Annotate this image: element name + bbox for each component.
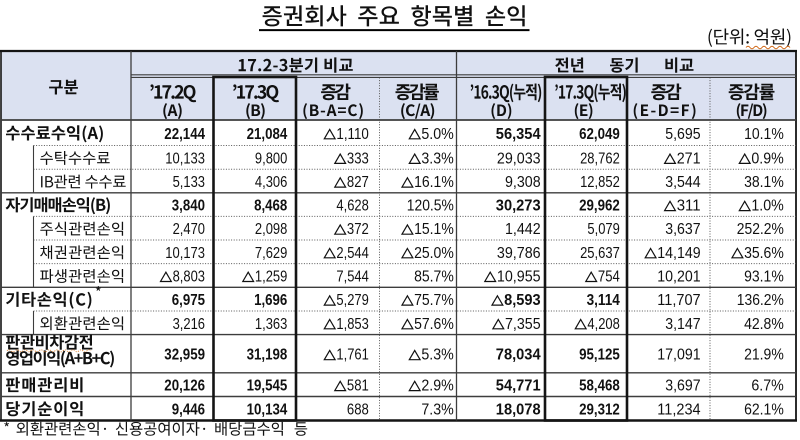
- svg-text:6.7%: 6.7%: [751, 378, 783, 395]
- svg-text:8,468: 8,468: [254, 198, 287, 215]
- svg-text:28,762: 28,762: [580, 150, 620, 167]
- svg-text:3.3%: 3.3%: [421, 150, 453, 167]
- svg-text:35.6%: 35.6%: [744, 245, 784, 262]
- svg-text:75.7%: 75.7%: [414, 292, 454, 309]
- svg-text:16.1%: 16.1%: [414, 174, 454, 191]
- svg-text:5,133: 5,133: [173, 174, 206, 191]
- svg-text:29,962: 29,962: [579, 198, 620, 215]
- svg-text:17,091: 17,091: [657, 347, 700, 364]
- svg-text:3,697: 3,697: [665, 378, 700, 395]
- svg-text:10,955: 10,955: [497, 269, 541, 286]
- svg-text:4,628: 4,628: [336, 198, 369, 215]
- svg-text:252.2%: 252.2%: [737, 221, 784, 238]
- svg-text:22,144: 22,144: [164, 126, 205, 143]
- svg-text:39,786: 39,786: [497, 245, 541, 262]
- svg-text:10,134: 10,134: [247, 402, 288, 419]
- svg-text:9,308: 9,308: [505, 174, 541, 191]
- svg-text:25.0%: 25.0%: [414, 245, 454, 262]
- svg-text:136.2%: 136.2%: [737, 292, 784, 309]
- svg-text:2.9%: 2.9%: [421, 378, 453, 395]
- svg-text:14,149: 14,149: [657, 245, 700, 262]
- svg-text:4,208: 4,208: [587, 316, 620, 333]
- svg-text:9,800: 9,800: [255, 150, 288, 167]
- svg-text:10.1%: 10.1%: [744, 126, 784, 143]
- svg-text:25,637: 25,637: [580, 245, 620, 262]
- svg-text:18,078: 18,078: [496, 402, 541, 419]
- svg-text:3,840: 3,840: [172, 198, 205, 215]
- svg-text:311: 311: [677, 198, 701, 215]
- svg-text:21.9%: 21.9%: [744, 347, 784, 364]
- svg-text:78,034: 78,034: [496, 347, 541, 364]
- svg-text:21,084: 21,084: [247, 126, 288, 143]
- svg-text:8,593: 8,593: [504, 292, 541, 309]
- svg-text:4,306: 4,306: [255, 174, 288, 191]
- svg-text:333: 333: [347, 150, 369, 167]
- svg-text:11,234: 11,234: [657, 402, 700, 419]
- svg-text:3,147: 3,147: [665, 316, 700, 333]
- svg-text:9,446: 9,446: [172, 402, 205, 419]
- svg-text:1,853: 1,853: [336, 316, 369, 333]
- svg-text:93.1%: 93.1%: [744, 269, 784, 286]
- svg-text:15.1%: 15.1%: [414, 221, 454, 238]
- svg-text:5,279: 5,279: [336, 292, 369, 309]
- svg-text:2,098: 2,098: [255, 221, 288, 238]
- svg-text:1,696: 1,696: [254, 292, 287, 309]
- svg-text:581: 581: [347, 378, 369, 395]
- svg-text:7,629: 7,629: [255, 245, 288, 262]
- svg-text:58,468: 58,468: [579, 378, 620, 395]
- svg-text:62,049: 62,049: [579, 126, 620, 143]
- svg-text:85.7%: 85.7%: [414, 269, 454, 286]
- svg-text:29,312: 29,312: [579, 402, 620, 419]
- svg-text:688: 688: [347, 402, 369, 419]
- svg-text:32,959: 32,959: [164, 347, 205, 364]
- svg-text:5.0%: 5.0%: [421, 126, 453, 143]
- svg-text:1,442: 1,442: [505, 221, 541, 238]
- svg-text:10,173: 10,173: [165, 245, 205, 262]
- svg-text:95,125: 95,125: [579, 347, 620, 364]
- svg-text:372: 372: [347, 221, 369, 238]
- svg-text:56,354: 56,354: [496, 126, 541, 143]
- svg-text:5,695: 5,695: [665, 126, 700, 143]
- svg-text:5,079: 5,079: [587, 221, 620, 238]
- svg-text:7,544: 7,544: [336, 269, 369, 286]
- svg-text:19,545: 19,545: [247, 378, 288, 395]
- svg-text:12,852: 12,852: [580, 174, 620, 191]
- svg-text:5.3%: 5.3%: [421, 347, 453, 364]
- svg-text:3,114: 3,114: [587, 292, 620, 309]
- svg-text:6,975: 6,975: [172, 292, 205, 309]
- svg-text:1,259: 1,259: [255, 269, 288, 286]
- svg-text:29,033: 29,033: [497, 150, 541, 167]
- svg-text:54,771: 54,771: [496, 378, 541, 395]
- svg-text:754: 754: [598, 269, 620, 286]
- svg-text:271: 271: [677, 150, 701, 167]
- svg-text:20,126: 20,126: [164, 378, 205, 395]
- svg-text:10,201: 10,201: [657, 269, 700, 286]
- svg-text:2,544: 2,544: [336, 245, 369, 262]
- svg-text:10,133: 10,133: [165, 150, 205, 167]
- svg-text:1.0%: 1.0%: [751, 198, 783, 215]
- svg-text:62.1%: 62.1%: [744, 402, 784, 419]
- svg-text:1,363: 1,363: [255, 316, 288, 333]
- svg-text:827: 827: [347, 174, 369, 191]
- svg-text:3,544: 3,544: [665, 174, 700, 191]
- svg-text:0.9%: 0.9%: [751, 150, 783, 167]
- svg-text:3,637: 3,637: [665, 221, 700, 238]
- svg-text:7.3%: 7.3%: [421, 402, 453, 419]
- svg-text:120.5%: 120.5%: [407, 198, 454, 215]
- svg-text:57.6%: 57.6%: [414, 316, 454, 333]
- svg-text:1,761: 1,761: [336, 347, 369, 364]
- svg-text:7,355: 7,355: [505, 316, 541, 333]
- svg-text:31,198: 31,198: [247, 347, 288, 364]
- svg-text:42.8%: 42.8%: [744, 316, 784, 333]
- svg-text:11,707: 11,707: [657, 292, 700, 309]
- svg-text:30,273: 30,273: [496, 198, 541, 215]
- svg-text:8,803: 8,803: [173, 269, 206, 286]
- svg-text:38.1%: 38.1%: [744, 174, 784, 191]
- svg-text:3,216: 3,216: [173, 316, 206, 333]
- svg-text:2,470: 2,470: [173, 221, 206, 238]
- svg-text:1,110: 1,110: [336, 126, 369, 143]
